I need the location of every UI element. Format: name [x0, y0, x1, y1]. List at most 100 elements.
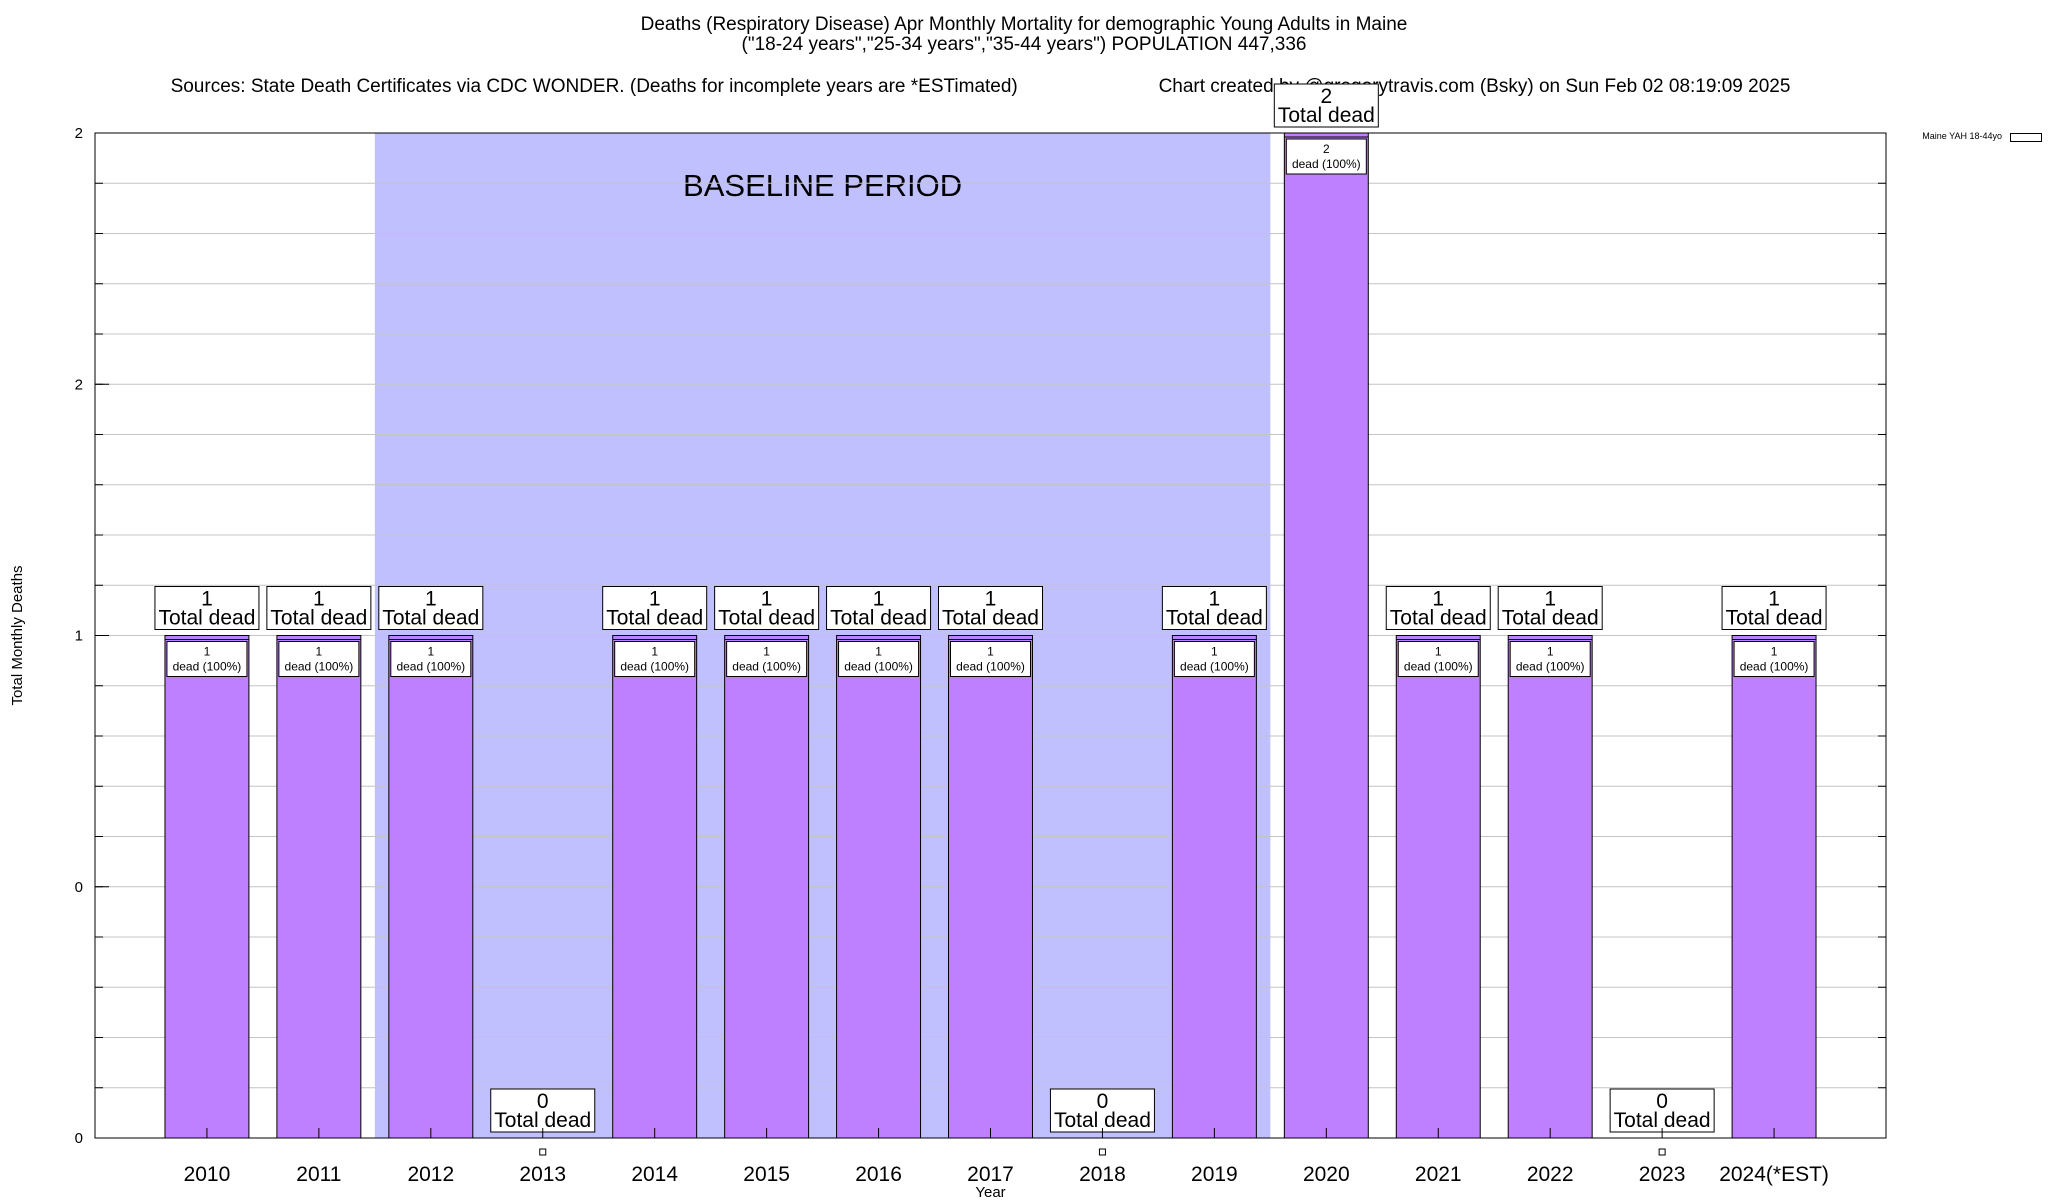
inner-label-box	[726, 641, 808, 677]
total-label-box	[1609, 1088, 1715, 1133]
total-label-text: Total dead	[494, 1109, 591, 1132]
bar	[612, 635, 698, 1139]
y-axis-label: Total Monthly Deaths	[9, 565, 26, 705]
total-label-count: 1	[1544, 588, 1556, 611]
inner-label-text: dead (100%)	[1404, 660, 1473, 674]
total-label-text: Total dead	[270, 607, 367, 630]
total-label-text: Total dead	[1726, 607, 1823, 630]
x-tick-label: 2013	[519, 1163, 566, 1186]
x-tick-label: 2015	[743, 1163, 790, 1186]
inner-label-count: 1	[316, 645, 323, 659]
total-label-count: 2	[1320, 85, 1332, 108]
chart-subtitle: ("18-24 years","25-34 years","35-44 year…	[741, 34, 1307, 55]
total-label-count: 1	[425, 588, 437, 611]
y-tick-label: 2	[75, 376, 83, 393]
inner-label-text: dead (100%)	[173, 660, 242, 674]
total-label-box	[1721, 586, 1827, 630]
inner-label-count: 1	[1547, 645, 1554, 659]
total-label-text: Total dead	[1614, 1109, 1711, 1132]
inner-label-text: dead (100%)	[1292, 157, 1361, 171]
total-label-box	[938, 586, 1043, 630]
total-label-text: Total dead	[1502, 607, 1599, 630]
inner-label-box	[390, 641, 472, 677]
total-label-box	[1273, 83, 1379, 128]
total-label-text: Total dead	[1390, 607, 1487, 630]
total-label-text: Total dead	[830, 607, 927, 630]
total-label-box	[1161, 586, 1267, 630]
zero-marker	[539, 1148, 547, 1156]
inner-label-text: dead (100%)	[620, 660, 689, 674]
y-tick-label: 0	[75, 1130, 83, 1147]
inner-label-text: dead (100%)	[844, 660, 913, 674]
total-label-box	[154, 586, 260, 630]
bar	[164, 635, 250, 1139]
inner-label-text: dead (100%)	[1516, 660, 1585, 674]
y-tick-label: 2	[75, 125, 83, 142]
inner-label-text: dead (100%)	[956, 660, 1025, 674]
total-label-count: 0	[1097, 1090, 1109, 1113]
bar	[276, 635, 362, 1139]
bar	[724, 635, 810, 1139]
inner-label-box	[614, 641, 696, 677]
total-label-count: 0	[537, 1090, 549, 1113]
chart-sources: Sources: State Death Certificates via CD…	[160, 54, 1018, 98]
x-tick-label: 2012	[407, 1163, 454, 1186]
inner-label-box	[1397, 641, 1479, 677]
bar	[388, 635, 474, 1139]
inner-label-count: 2	[1323, 142, 1330, 156]
inner-label-count: 1	[763, 645, 770, 659]
bar	[1507, 635, 1593, 1139]
bars-layer	[164, 132, 1817, 1139]
inner-label-count: 1	[651, 645, 658, 659]
bar	[1283, 132, 1369, 1139]
total-label-count: 1	[761, 588, 773, 611]
total-label-box	[266, 586, 372, 630]
total-label-box	[1385, 586, 1491, 630]
total-label-box	[1049, 1088, 1155, 1133]
sources-text: Sources: State Death Certificates via CD…	[170, 76, 1018, 97]
bar	[836, 635, 922, 1139]
legend-label: Maine YAH 18-44yo	[1922, 131, 2002, 141]
bar	[1171, 635, 1257, 1139]
inner-label-count: 1	[1771, 645, 1778, 659]
chart-credit: Chart created by @gregorytravis.com (Bsk…	[1148, 54, 1791, 98]
inner-label-box	[1733, 641, 1815, 677]
total-label-count: 0	[1656, 1090, 1668, 1113]
x-axis-label: Year	[975, 1184, 1005, 1200]
inner-label-text: dead (100%)	[1740, 660, 1809, 674]
x-tick-label: 2019	[1191, 1163, 1238, 1186]
inner-label-count: 1	[1435, 645, 1442, 659]
inner-label-text: dead (100%)	[396, 660, 465, 674]
total-label-count: 1	[873, 588, 885, 611]
inner-label-count: 1	[204, 645, 211, 659]
x-tick-label: 2022	[1527, 1163, 1574, 1186]
x-tick-label: 2016	[855, 1163, 902, 1186]
inner-label-count: 1	[1211, 645, 1218, 659]
total-label-count: 1	[201, 588, 213, 611]
total-label-text: Total dead	[942, 607, 1039, 630]
total-label-text: Total dead	[1166, 607, 1263, 630]
legend-swatch	[2010, 133, 2042, 142]
inner-label-box	[1173, 641, 1255, 677]
inner-label-box	[1285, 138, 1367, 175]
bar	[1395, 635, 1481, 1139]
total-label-count: 1	[649, 588, 661, 611]
total-label-box	[378, 586, 484, 630]
bar	[948, 635, 1033, 1139]
x-tick-label: 2024(*EST)	[1719, 1163, 1829, 1186]
chart-title: Deaths (Respiratory Disease) Apr Monthly…	[640, 14, 1408, 35]
inner-label-text: dead (100%)	[285, 660, 354, 674]
total-label-count: 1	[985, 588, 997, 611]
inner-label-box	[950, 641, 1031, 677]
inner-label-count: 1	[875, 645, 882, 659]
total-label-text: Total dead	[1278, 104, 1375, 127]
inner-label-box	[278, 641, 360, 677]
x-tick-label: 2018	[1079, 1163, 1126, 1186]
total-label-text: Total dead	[718, 607, 815, 630]
zero-marker	[1098, 1148, 1106, 1156]
x-tick-label: 2017	[967, 1163, 1014, 1186]
total-label-box	[1497, 586, 1603, 630]
total-label-box	[826, 586, 932, 630]
